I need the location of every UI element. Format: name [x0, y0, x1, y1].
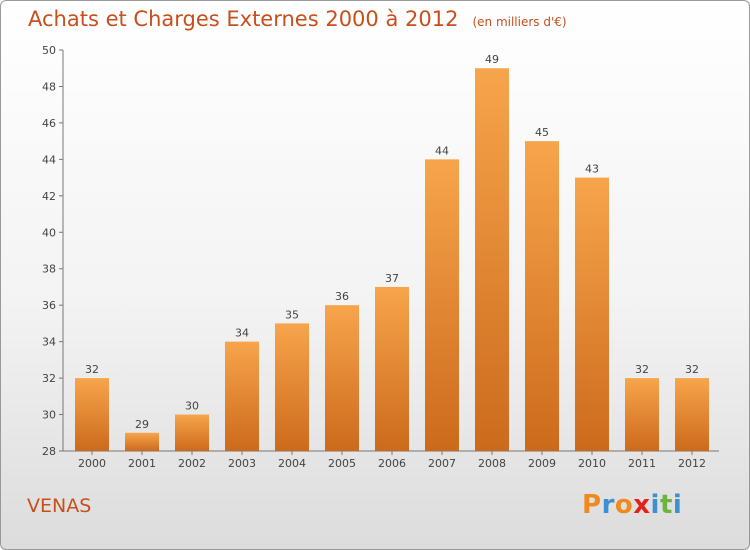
data-label: 36 [335, 290, 349, 303]
logo-letter: r [601, 490, 615, 520]
x-tick-label: 2008 [478, 457, 506, 470]
data-label: 45 [535, 126, 549, 139]
x-tick-label: 2011 [628, 457, 656, 470]
axes: 28 30 32 34 36 38 40 42 44 46 48 50 2000 2001 2002 2003… [42, 44, 719, 470]
bar-2005 [325, 305, 359, 451]
data-label: 37 [385, 272, 399, 285]
y-tick-label: 50 [42, 44, 56, 57]
data-label: 44 [435, 144, 449, 157]
x-tick-label: 2009 [528, 457, 556, 470]
data-label: 29 [135, 418, 149, 431]
y-tick-label: 30 [42, 409, 56, 422]
logo-letter: x [633, 490, 651, 520]
bar-2003 [225, 341, 259, 451]
title-unit: (en milliers d'€) [472, 15, 567, 29]
bar-2011 [625, 378, 659, 451]
title-text: Achats et Charges Externes 2000 à 2012 [28, 7, 459, 31]
logo-letter: o [614, 490, 634, 520]
bar-2006 [375, 286, 409, 451]
data-label: 35 [285, 308, 299, 321]
y-tick-label: 28 [42, 445, 56, 458]
x-tick-label: 2002 [178, 457, 206, 470]
y-tick-label: 36 [42, 299, 56, 312]
bars: 32 29 30 34 35 36 37 44 49 45 43 32 32 [75, 53, 709, 452]
y-tick-label: 46 [42, 117, 56, 130]
x-tick-label: 2006 [378, 457, 406, 470]
bar-2009 [525, 141, 559, 452]
data-label: 32 [85, 363, 99, 376]
data-label: 34 [235, 327, 249, 340]
x-tick-label: 2007 [428, 457, 456, 470]
x-tick-label: 2001 [128, 457, 156, 470]
data-label: 49 [485, 53, 499, 66]
x-tick-label: 2012 [678, 457, 706, 470]
bar-2007 [425, 159, 459, 451]
logo-letter: i [650, 490, 660, 520]
y-tick-label: 48 [42, 80, 56, 93]
proxiti-logo: Proxiti [582, 490, 682, 520]
bar-2012 [675, 378, 709, 451]
y-tick-label: 42 [42, 190, 56, 203]
data-label: 32 [635, 363, 649, 376]
y-tick-label: 38 [42, 263, 56, 276]
x-tick-label: 2005 [328, 457, 356, 470]
bar-2000 [75, 378, 109, 451]
x-tick-label: 2010 [578, 457, 606, 470]
x-tick-label: 2000 [78, 457, 106, 470]
data-label: 32 [685, 363, 699, 376]
bar-2010 [575, 177, 609, 451]
data-label: 30 [185, 400, 199, 413]
logo-letter: t [659, 490, 673, 520]
commune-name: VENAS [27, 495, 92, 517]
y-tick-label: 32 [42, 372, 56, 385]
x-tick-label: 2004 [278, 457, 306, 470]
bar-2008 [475, 68, 509, 452]
logo-letter: i [672, 490, 683, 520]
bar-2004 [275, 323, 309, 451]
y-tick-label: 34 [42, 336, 56, 349]
bar-2002 [175, 414, 209, 451]
y-tick-label: 44 [42, 153, 56, 166]
data-label: 43 [585, 163, 599, 176]
chart-title: Achats et Charges Externes 2000 à 2012 (e… [28, 7, 567, 31]
logo-letter: P [582, 490, 602, 520]
x-tick-label: 2003 [228, 457, 256, 470]
y-tick-label: 40 [42, 226, 56, 239]
bar-2001 [125, 432, 159, 451]
